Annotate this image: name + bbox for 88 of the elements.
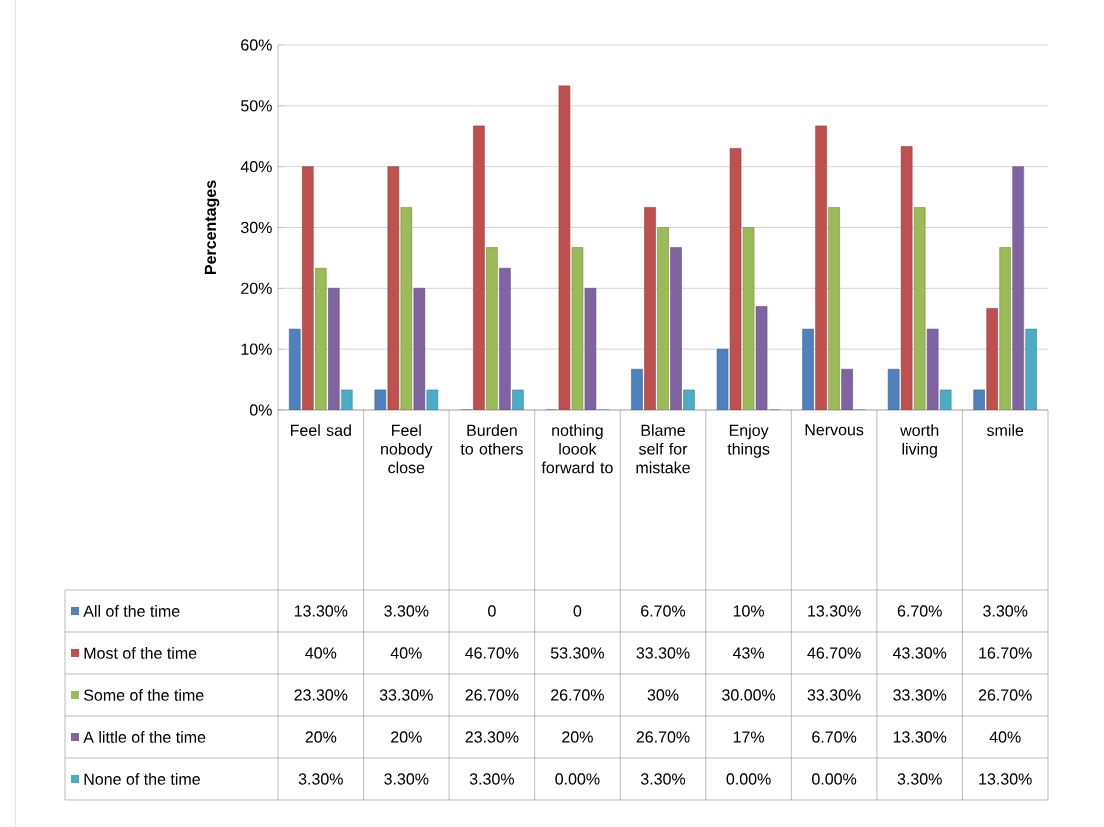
data-label: 3.30% [298,773,343,785]
legend-label: All of the time [83,605,180,617]
bar [400,207,413,410]
bar [1012,166,1024,410]
data-label: 30% [647,689,679,701]
data-label: 46.70% [465,647,519,659]
data-label: 10% [733,605,765,617]
bar [315,267,327,410]
data-label: 6.70% [812,731,857,743]
legend-label: Most of the time [84,647,197,659]
x-tick-label: Enjoy things [727,424,770,458]
x-tick-label: nothing loook forward to [541,424,613,474]
y-tick-label: 10% [241,343,272,355]
y-tick-label: 50% [241,100,272,112]
x-tick-label: Feel nobody close [381,424,433,474]
data-label: 3.30% [640,773,686,785]
y-tick-label: 30% [240,221,272,234]
bar [986,308,998,410]
bar [499,267,511,410]
data-label: 20% [391,731,422,743]
data-label: 33.30% [807,689,861,701]
x-tick-label: Blame self for mistake [636,424,690,474]
x-tick-label: smile [986,424,1024,436]
bar [387,166,400,410]
data-label: 0 [573,605,582,617]
y-tick-label: 0% [249,404,272,416]
data-label: 13.30% [979,773,1032,785]
data-label: 0.00% [555,773,600,785]
data-label: 53.30% [550,647,604,659]
bar [302,166,314,410]
data-label: 33.30% [636,647,690,659]
data-label: 40% [390,647,422,659]
data-label: 26.70% [465,689,519,701]
bar [644,207,656,410]
data-label: 30.00% [722,689,776,701]
bar [999,247,1011,410]
data-label: 13.30% [893,731,947,743]
y-tick-label: 20% [241,282,272,294]
data-label: 26.70% [978,689,1032,701]
data-label: 3.30% [983,605,1028,617]
bar [670,247,682,410]
y-tick-label: 40% [240,161,272,173]
data-label: 3.30% [469,773,515,785]
data-label: 26.70% [636,731,690,743]
data-label: 0.00% [726,773,771,785]
data-label: 43.30% [892,647,947,659]
data-label: 0 [488,605,496,617]
legend-label: A little of the time [83,731,206,743]
data-label: 3.30% [384,605,429,617]
x-tick-label: Nervous [805,424,864,436]
bar [486,247,498,410]
data-label: 43% [732,647,765,659]
bar [571,247,584,410]
y-axis-title: Percentages [204,180,220,275]
bar [328,288,340,410]
bar [815,125,827,410]
bar [913,207,926,410]
bar [473,125,485,410]
x-tick-label: Feel sad [290,424,351,436]
data-label: 23.30% [465,731,519,743]
bar [900,146,913,410]
bar [657,227,669,410]
data-label: 20% [562,731,593,743]
data-label: 13.30% [808,605,861,617]
bar [742,227,755,410]
data-label: 3.30% [897,773,942,785]
data-label: 26.70% [551,689,604,701]
bar [828,207,840,410]
x-tick-label: Burden to others [460,424,523,455]
data-label: 13.30% [294,605,348,617]
y-tick-label: 60% [241,39,272,51]
legend-label: Some of the time [84,689,204,701]
data-label: 23.30% [294,689,348,701]
data-label: 16.70% [979,647,1032,659]
data-label: 3.30% [384,773,429,785]
data-label: 40% [305,647,337,659]
bar [413,288,426,410]
data-label: 20% [305,731,337,743]
data-label: 6.70% [897,605,942,617]
data-label: 6.70% [641,605,686,617]
data-label: 0.00% [812,773,857,785]
data-label: 40% [989,731,1021,743]
data-label: 46.70% [807,647,861,659]
data-label: 17% [733,731,765,743]
data-label: 33.30% [893,689,947,701]
x-tick-label: worth living [900,424,939,458]
data-label: 33.30% [379,689,433,701]
legend-label: None of the time [84,773,200,785]
